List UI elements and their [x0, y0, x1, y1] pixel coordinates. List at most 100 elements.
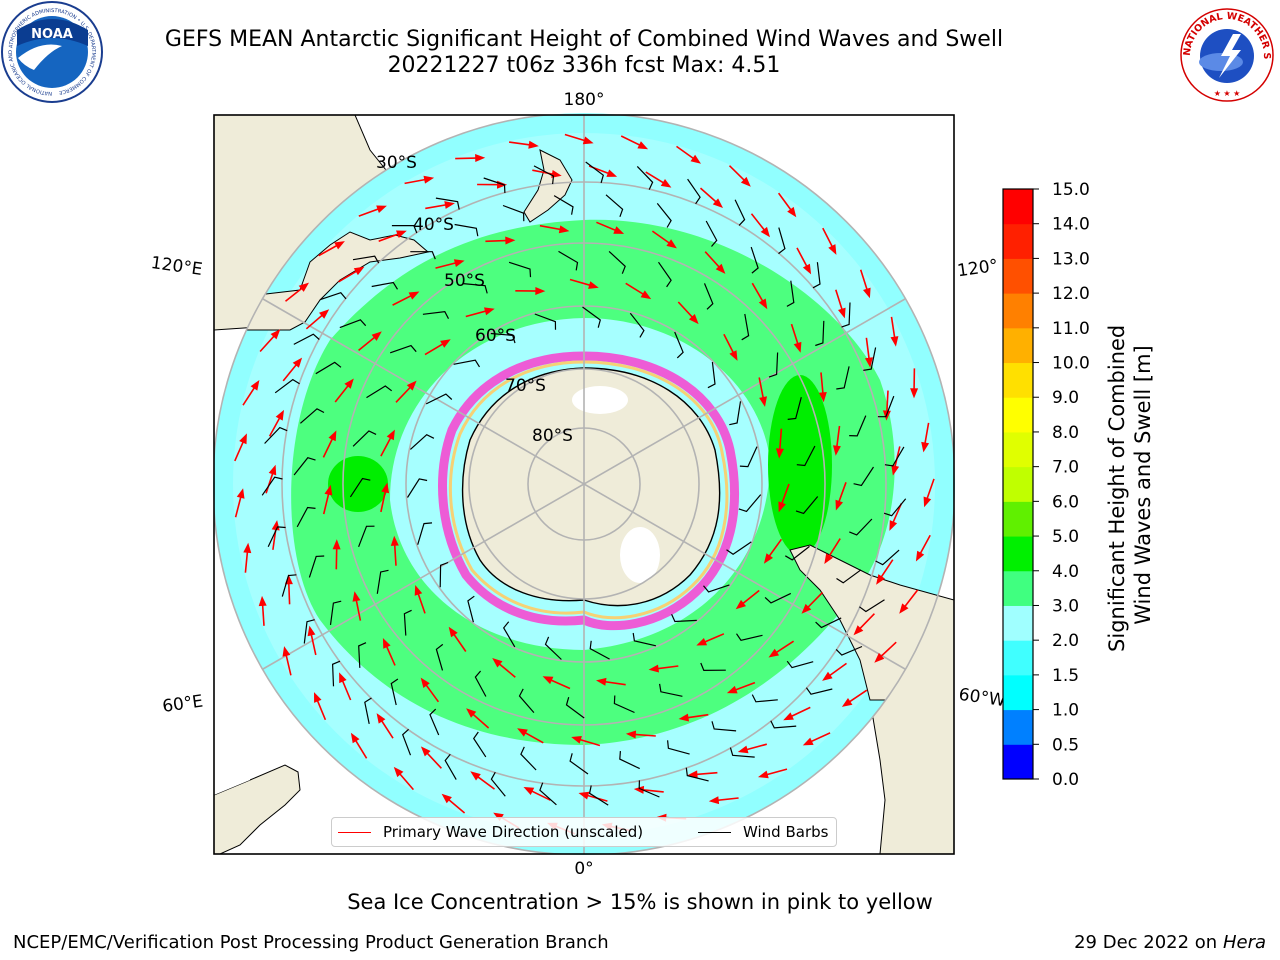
- lat-label-50s: 50°S: [444, 271, 485, 291]
- wind-barb: [703, 584, 730, 593]
- wind-barb: [406, 478, 428, 498]
- wind-barb: [439, 561, 449, 588]
- wave-arrow-head: [275, 409, 284, 421]
- legend-swatch-red-line: [338, 832, 371, 833]
- chart-title: GEFS MEAN Antarctic Significant Height o…: [164, 27, 1004, 52]
- wave-arrow-head: [258, 595, 267, 607]
- wind-barb: [390, 678, 399, 706]
- wind-barb: [534, 313, 557, 330]
- lon-label-180: 180°: [564, 90, 605, 110]
- wind-barb: [502, 621, 516, 648]
- wave-arrow-head: [339, 672, 347, 684]
- high-wave-band: [291, 219, 895, 746]
- wind-barb: [490, 332, 516, 344]
- wind-barb: [502, 204, 525, 222]
- wind-barb: [726, 541, 752, 556]
- run-date-credit: 29 Dec 2022 on Hera: [1074, 932, 1266, 953]
- wave-arrow-head: [660, 179, 672, 188]
- colorbar-tick-label: 1.0: [1052, 701, 1079, 721]
- map-legend: Primary Wave Direction (unscaled) Wind B…: [331, 817, 837, 847]
- wave-arrow-head: [775, 448, 784, 459]
- wave-arrow-head: [528, 140, 539, 149]
- wind-barb: [261, 476, 283, 496]
- wind-barb: [403, 609, 412, 636]
- wave-arrow-head: [371, 331, 382, 341]
- wind-barb: [786, 660, 814, 669]
- wave-arrow-head: [737, 745, 749, 754]
- wind-barb: [463, 283, 488, 294]
- wind-barb: [863, 347, 877, 371]
- wind-barb: [736, 633, 763, 641]
- svg-text:★ ★ ★: ★ ★ ★: [1214, 89, 1241, 98]
- wave-arrow-head: [470, 771, 481, 781]
- wind-barb: [472, 731, 487, 758]
- wave-arrow-head: [444, 201, 455, 209]
- wind-barb: [293, 333, 320, 345]
- wind-barb: [520, 746, 537, 771]
- wave-arrow-head: [735, 599, 746, 610]
- wind-barb: [836, 366, 850, 390]
- wind-barb: [859, 599, 885, 613]
- colorbar-tick-label: 4.0: [1052, 562, 1079, 582]
- wave-arrow-head: [298, 282, 309, 292]
- wind-barb: [352, 255, 380, 264]
- wind-barb: [329, 600, 342, 625]
- noaa-logo: NATIONAL OCEANIC AND ATMOSPHERIC ADMINIS…: [1, 1, 103, 103]
- wave-arrow-head: [876, 574, 885, 585]
- wave-arrow-head: [408, 291, 420, 300]
- colorbar-cell: [1003, 362, 1033, 398]
- wave-arrow-head: [690, 154, 701, 164]
- wind-barb: [884, 446, 905, 467]
- wind-barb: [685, 767, 709, 782]
- colorbar-cell: [1003, 674, 1033, 711]
- lon-label-0: 0°: [574, 859, 593, 879]
- wind-barb: [589, 640, 610, 660]
- wind-barb: [786, 280, 795, 307]
- wave-arrow-head: [678, 713, 689, 722]
- wind-barb: [467, 595, 475, 623]
- colorbar-frame: [1002, 188, 1034, 780]
- wind-barb: [339, 319, 367, 329]
- wave-arrow-head: [818, 392, 827, 403]
- wave-direction-arrows: [234, 133, 935, 835]
- wave-arrow-head: [453, 259, 465, 267]
- sea-ice-note: Sea Ice Concentration > 15% is shown in …: [347, 890, 933, 914]
- wind-barb: [349, 477, 371, 498]
- wind-barb: [435, 643, 444, 671]
- wave-arrow-head: [899, 603, 909, 614]
- wave-arrow-head: [687, 770, 698, 779]
- wave-arrow-head: [588, 281, 599, 289]
- wind-barb: [582, 306, 601, 328]
- wind-barb: [700, 662, 726, 672]
- wind-barb: [391, 225, 418, 234]
- wave-arrow-head: [382, 638, 391, 649]
- wind-barb: [613, 695, 635, 714]
- colorbar-title-line2: Wind Waves and Swell [m]: [1131, 345, 1155, 625]
- wind-barb: [787, 397, 802, 420]
- wind-barb: [750, 246, 759, 274]
- wind-barb: [300, 408, 325, 424]
- wind-barb: [608, 250, 626, 274]
- wind-barb: [569, 753, 589, 775]
- wind-barb: [734, 199, 746, 226]
- wave-arrow-head: [493, 812, 504, 822]
- wave-arrow-head: [542, 676, 554, 685]
- wave-arrow-head: [828, 244, 837, 255]
- wave-arrow-head: [270, 329, 281, 340]
- wave-arrow-head: [841, 698, 853, 707]
- wave-arrow-head: [441, 793, 452, 804]
- wave-arrow-head: [420, 677, 430, 688]
- wave-arrow-head: [802, 737, 814, 746]
- new-zealand-land: [523, 149, 573, 223]
- graticule: [214, 115, 954, 854]
- wind-barb: [705, 220, 718, 247]
- wind-barb: [508, 261, 532, 278]
- wind-barb: [281, 574, 297, 597]
- wave-arrow-head: [613, 226, 625, 234]
- legend-item-wave-direction: Primary Wave Direction (unscaled): [338, 823, 643, 841]
- wave-arrow-head: [396, 230, 407, 238]
- colorbar-cell: [1003, 501, 1033, 537]
- colorbar-tick-label: 15.0: [1052, 180, 1090, 200]
- wind-barb: [303, 619, 315, 644]
- producer-credit: NCEP/EMC/Verification Post Processing Pr…: [13, 932, 609, 953]
